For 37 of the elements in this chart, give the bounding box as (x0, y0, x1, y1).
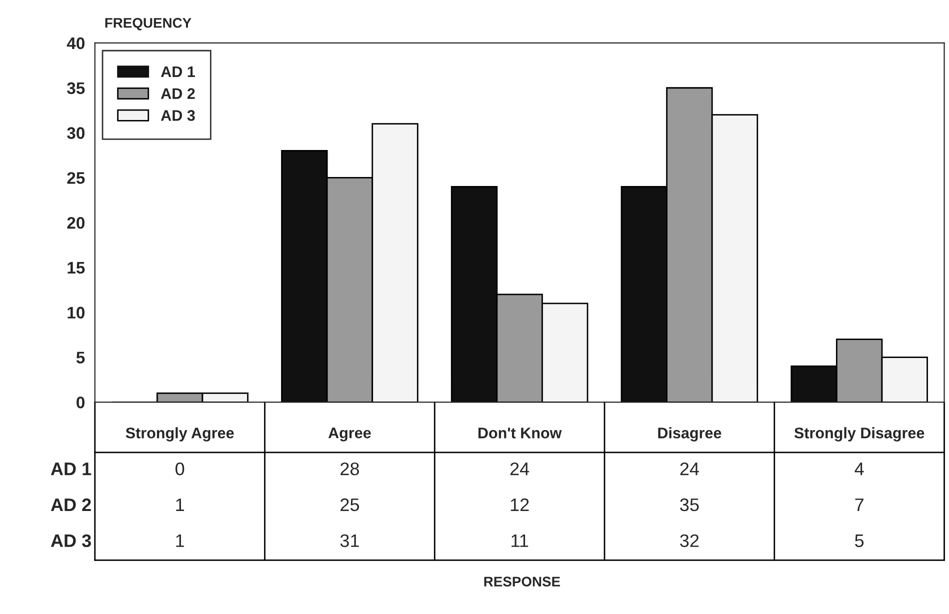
data-label: 1 (176, 498, 184, 512)
text: AD 1 (50, 462, 92, 476)
data-label: 24 (510, 462, 530, 476)
x-tick-label: Agree (328, 428, 371, 442)
legend-label: AD 1 (160, 66, 195, 77)
data-label: 11 (512, 534, 528, 547)
x-tick-label: Strongly Agree (126, 427, 234, 442)
y-tick-label: 30 (67, 127, 84, 140)
data-label: 25 (340, 498, 359, 512)
data-label: 0 (176, 462, 184, 476)
y-tick-label: 25 (67, 172, 85, 184)
x-tick-label: Disagree (658, 427, 722, 442)
y-tick-label: 10 (68, 306, 84, 319)
y-tick-label: 20 (67, 216, 84, 229)
data-label: 7 (855, 498, 864, 512)
data-label: 35 (680, 498, 699, 512)
y-tick-label: 0 (76, 396, 84, 408)
y-tick-label: 5 (76, 352, 85, 364)
data-label: 24 (680, 462, 699, 476)
y-axis-title: FREQUENCY (105, 18, 192, 30)
data-label: 1 (176, 534, 184, 547)
x-tick-label: Strongly Disagree (794, 427, 924, 442)
data-label: 31 (340, 534, 359, 548)
data-label: 5 (855, 534, 864, 548)
data-label: 12 (510, 498, 529, 512)
text: AD 2 (50, 498, 91, 512)
y-tick-label: 40 (66, 37, 84, 50)
x-tick-label: Don't Know (478, 428, 562, 438)
text: RESPONSE (484, 576, 560, 587)
legend-label: AD 3 (160, 110, 195, 121)
text: AD 3 (50, 534, 91, 548)
y-tick-label: 15 (68, 262, 85, 274)
data-label: 28 (340, 462, 359, 476)
y-tick-label: 35 (67, 82, 85, 94)
data-label: 32 (680, 534, 699, 548)
legend-label: AD 2 (160, 88, 195, 99)
data-label: 4 (854, 462, 864, 476)
